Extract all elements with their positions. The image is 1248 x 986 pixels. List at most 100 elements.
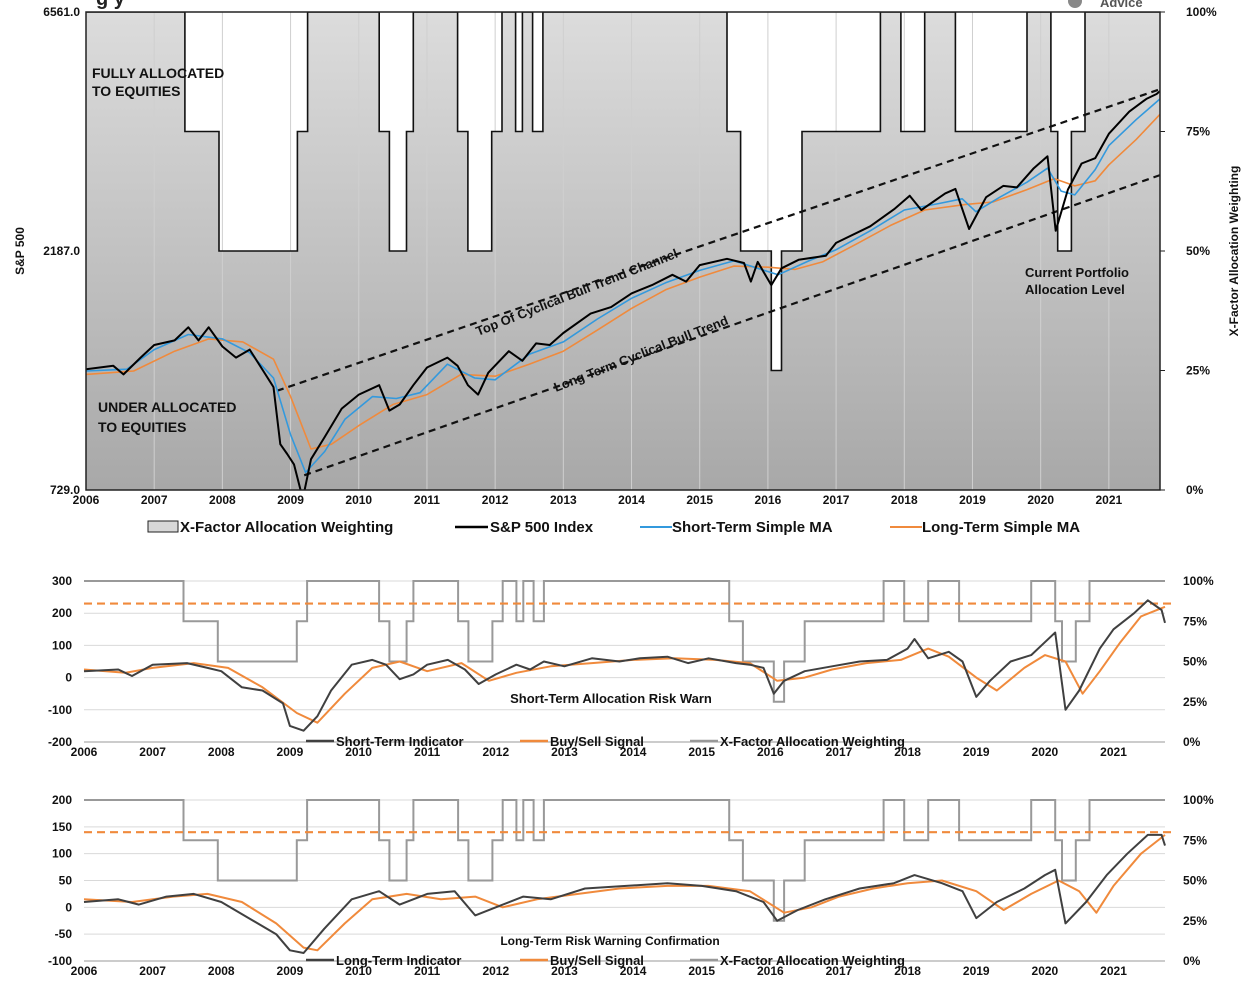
short-xtick-label: 2012 (482, 745, 509, 759)
long-signal-line (83, 834, 1166, 952)
annotation-fully-allocated: FULLY ALLOCATED (92, 65, 224, 81)
main-y2tick-label: 100% (1186, 5, 1217, 19)
short-chart-group: 300 200 100 0 -100 -200 100% 75% 50% 25% 0% 2006 200… (48, 574, 1214, 759)
allocation-step-line (86, 12, 1160, 372)
annotation-current-allocation: Current Portfolio (1025, 265, 1129, 280)
legend-label-sp500: S&P 500 Index (490, 519, 594, 536)
short-indicator-line (83, 599, 1166, 732)
short-xtick-label: 2013 (551, 745, 578, 759)
main-xtick-label: 2015 (686, 493, 713, 507)
long-xtick-label: 2019 (963, 964, 990, 978)
main-xtick-label: 2020 (1027, 493, 1054, 507)
long-xtick-label: 2010 (345, 964, 372, 978)
short-ytick-label: 100 (52, 638, 72, 652)
annotation-current-allocation: Allocation Level (1025, 282, 1125, 297)
long-xtick-label: 2018 (894, 964, 921, 978)
long-ytick-label: 50 (59, 874, 73, 888)
long-xtick-label: 2009 (277, 964, 304, 978)
annotation-under-allocated: TO EQUITIES (98, 419, 186, 435)
main-xtick-label: 2006 (73, 493, 100, 507)
short-allocation-line (84, 580, 1165, 703)
short-y2tick-label: 100% (1183, 574, 1214, 588)
long-xtick-label: 2017 (826, 964, 853, 978)
main-xtick-label: 2008 (209, 493, 236, 507)
long-xtick-label: 2015 (688, 964, 715, 978)
short-xtick-label: 2014 (620, 745, 647, 759)
brand-logo (1068, 0, 1082, 8)
long-ytick-label: 200 (52, 793, 72, 807)
short-xtick-label: 2017 (826, 745, 853, 759)
main-xtick-label: 2016 (755, 493, 782, 507)
long-xtick-label: 2012 (482, 964, 509, 978)
short-xtick-label: 2016 (757, 745, 784, 759)
short-xtick-label: 2018 (894, 745, 921, 759)
short-xtick-label: 2015 (688, 745, 715, 759)
long-ytick-label: -100 (48, 954, 72, 968)
long-ytick-label: -50 (55, 927, 73, 941)
series-line-short-term-simple-ma (86, 98, 1160, 474)
short-signal-line (83, 605, 1166, 724)
long-ytick-label: 0 (65, 900, 72, 914)
series-line-s-p-500-index (86, 90, 1160, 490)
legend-swatch-allocation (147, 520, 179, 533)
legend-label-long-ma: Long-Term Simple MA (922, 519, 1080, 536)
short-xtick-label: 2019 (963, 745, 990, 759)
main-ytick-label: 6561.0 (43, 5, 80, 19)
long-y2tick-label: 25% (1183, 914, 1207, 928)
legend-label-short-ma: Short-Term Simple MA (672, 519, 833, 536)
short-ytick-label: 300 (52, 574, 72, 588)
long-xtick-label: 2021 (1100, 964, 1127, 978)
short-annotation: Short-Term Allocation Risk Warn (510, 691, 712, 706)
short-xtick-label: 2009 (277, 745, 304, 759)
allocation-area (86, 12, 1160, 371)
long-legend-label: Buy/Sell Signal (550, 953, 644, 968)
main-ylabel: S&P 500 (13, 227, 27, 275)
long-xtick-label: 2020 (1032, 964, 1059, 978)
long-legend-label: X-Factor Allocation Weighting (720, 953, 905, 968)
short-y2tick-label: 25% (1183, 695, 1207, 709)
main-ytick-label: 2187.0 (43, 244, 80, 258)
long-ytick-label: 150 (52, 820, 72, 834)
short-xtick-label: 2020 (1032, 745, 1059, 759)
short-legend-label: Short-Term Indicator (336, 734, 464, 749)
short-ytick-label: 200 (52, 606, 72, 620)
main-y2tick-label: 25% (1186, 364, 1210, 378)
long-y2tick-label: 75% (1183, 833, 1207, 847)
long-xtick-label: 2016 (757, 964, 784, 978)
main-xtick-label: 2017 (823, 493, 850, 507)
main-xtick-label: 2009 (277, 493, 304, 507)
main-xtick-label: 2010 (345, 493, 372, 507)
main-plot-group (86, 12, 1160, 490)
main-xtick-label: 2013 (550, 493, 577, 507)
main-xtick-label: 2011 (414, 493, 440, 507)
annotation-fully-allocated: TO EQUITIES (92, 83, 180, 99)
long-y2tick-label: 0% (1183, 954, 1201, 968)
long-xtick-label: 2014 (620, 964, 647, 978)
legend-label-allocation: X-Factor Allocation Weighting (180, 519, 393, 536)
annotation-under-allocated: UNDER ALLOCATED (98, 399, 236, 415)
main-xtick-label: 2021 (1096, 493, 1123, 507)
long-xtick-label: 2006 (71, 964, 98, 978)
short-ytick-label: 0 (65, 671, 72, 685)
short-legend-label: X-Factor Allocation Weighting (720, 734, 905, 749)
main-xtick-label: 2012 (482, 493, 509, 507)
short-xtick-label: 2008 (208, 745, 235, 759)
short-xtick-label: 2010 (345, 745, 372, 759)
header-title-fragment: g y (96, 0, 125, 11)
short-xtick-label: 2021 (1100, 745, 1127, 759)
long-legend-label: Long-Term Indicator (336, 953, 461, 968)
long-indicator-line (83, 833, 1166, 954)
short-xtick-label: 2011 (414, 745, 440, 759)
main-y2tick-label: 0% (1186, 483, 1204, 497)
long-xtick-label: 2013 (551, 964, 578, 978)
short-legend-label: Buy/Sell Signal (550, 734, 644, 749)
long-xtick-label: 2007 (139, 964, 166, 978)
main-ytick-label: 729.0 (50, 483, 80, 497)
short-y2tick-label: 0% (1183, 735, 1201, 749)
long-xtick-label: 2008 (208, 964, 235, 978)
long-ytick-label: 100 (52, 847, 72, 861)
short-ytick-label: -100 (48, 703, 72, 717)
brand-text: Advice (1100, 0, 1143, 10)
